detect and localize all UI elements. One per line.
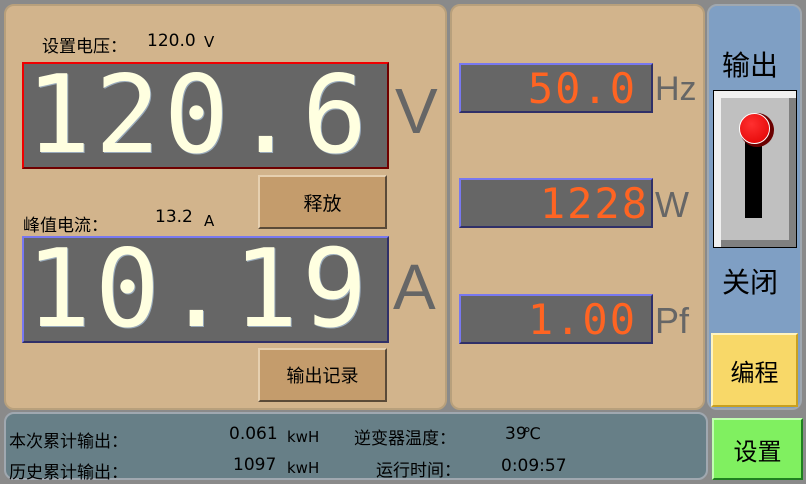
toggle-knob-highlight	[739, 113, 770, 144]
power-factor-reading: 1.00	[527, 294, 637, 344]
release-button[interactable]: 释放	[258, 175, 387, 229]
frequency-display: 50.0	[459, 63, 653, 113]
voltage-unit: V	[395, 75, 438, 147]
current-unit: A	[393, 251, 436, 323]
runtime-value: 0:09:57	[501, 456, 567, 476]
inverter-temp-value: 39	[505, 424, 527, 444]
peak-current-value: 13.2	[155, 207, 193, 227]
toggle-lever-icon	[745, 136, 762, 218]
runtime-label: 运行时间：	[376, 461, 461, 481]
inverter-temp-unit: ℃	[523, 424, 541, 443]
session-output-unit: kwH	[287, 428, 320, 446]
set-voltage-unit: V	[204, 33, 215, 51]
current-reading: 10.19	[25, 236, 371, 343]
power-reading: 1228	[539, 178, 649, 228]
history-output-value: 1097	[233, 455, 277, 475]
frequency-reading: 50.0	[527, 63, 637, 113]
session-output-value: 0.061	[229, 424, 278, 444]
current-display: 10.19	[22, 236, 389, 343]
power-display: 1228	[459, 178, 653, 228]
output-toggle-switch[interactable]	[713, 90, 797, 248]
history-output-unit: kwH	[287, 459, 320, 477]
output-title: 输出	[722, 49, 779, 82]
output-state: 关闭	[722, 266, 779, 299]
power-factor-display: 1.00	[459, 294, 653, 344]
output-record-button[interactable]: 输出记录	[258, 348, 387, 402]
set-voltage-value: 120.0	[147, 31, 196, 51]
voltage-reading: 120.6	[25, 62, 371, 169]
power-factor-unit: Pf	[655, 300, 690, 341]
set-voltage-label: 设置电压：	[42, 37, 127, 57]
history-output-label: 历史累计输出：	[9, 463, 128, 483]
status-bar	[4, 412, 708, 480]
inverter-temp-label: 逆变器温度：	[354, 429, 456, 449]
session-output-label: 本次累计输出：	[9, 432, 128, 452]
settings-button[interactable]: 设置	[712, 418, 803, 480]
voltage-display: 120.6	[22, 62, 389, 169]
program-button[interactable]: 编程	[711, 333, 798, 407]
peak-current-unit: A	[204, 212, 215, 230]
peak-current-label: 峰值电流：	[23, 216, 108, 236]
power-unit: W	[655, 184, 689, 225]
frequency-unit: Hz	[655, 70, 697, 108]
